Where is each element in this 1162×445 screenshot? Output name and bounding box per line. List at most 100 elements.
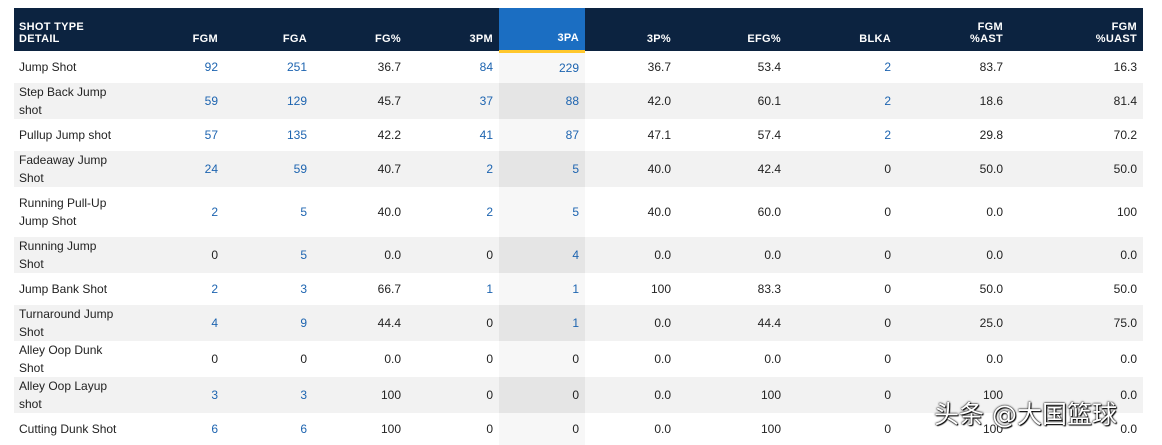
cell-3pm: 0 xyxy=(486,422,493,436)
cell-fg-pct: 45.7 xyxy=(313,83,407,119)
header-label: SHOT TYPE DETAIL xyxy=(19,21,85,45)
cell-3pm: 2 xyxy=(407,187,499,237)
cell-fg-pct: 40.0 xyxy=(377,205,401,219)
shot-type-stats-table-container: SHOT TYPE DETAIL FGM FGA FG% 3PM 3PA 3P% EFG% BL… xyxy=(14,8,1143,445)
cell-3pa-link[interactable]: 88 xyxy=(565,94,579,108)
header-3pa[interactable]: 3PA xyxy=(499,8,585,53)
cell-blka: 0 xyxy=(884,205,891,219)
cell-fgm: 2 xyxy=(132,187,224,237)
cell-3pm-link[interactable]: 84 xyxy=(479,60,493,74)
header-fga[interactable]: FGA xyxy=(224,8,313,51)
cell-3pa-link[interactable]: 4 xyxy=(572,248,579,262)
table-row: Cutting Dunk Shot 6 6 100 0 0 0.0 100 0 100 0.0 xyxy=(14,413,1143,445)
cell-fgm-link[interactable]: 3 xyxy=(211,388,218,402)
cell-shot-type: Jump Shot xyxy=(19,60,77,74)
cell-3pa-link[interactable]: 229 xyxy=(558,60,579,75)
cell-fga-link[interactable]: 3 xyxy=(300,388,307,402)
cell-fg-pct: 36.7 xyxy=(377,60,401,74)
cell-3p-pct: 0.0 xyxy=(585,305,677,341)
header-blka[interactable]: BLKA xyxy=(787,8,897,51)
cell-fgm-link[interactable]: 2 xyxy=(211,205,218,219)
cell-fga-link[interactable]: 251 xyxy=(286,60,307,74)
cell-blka: 0 xyxy=(787,237,897,273)
header-3pm[interactable]: 3PM xyxy=(407,8,499,51)
cell-3pa-link[interactable]: 5 xyxy=(572,205,579,219)
cell-fgm-pct-ast: 50.0 xyxy=(979,282,1003,296)
cell-fga: 129 xyxy=(224,83,313,119)
cell-shot-type: Alley Oop Layup shot xyxy=(14,377,132,413)
header-label: 3PM xyxy=(469,33,493,45)
cell-3pa: 5 xyxy=(499,187,585,237)
cell-fgm-link[interactable]: 59 xyxy=(204,94,218,108)
cell-blka: 0 xyxy=(884,282,891,296)
cell-fgm-pct-uast: 50.0 xyxy=(1009,151,1143,187)
table-row: Step Back Jump shot 59 129 45.7 37 88 42.0 60.1… xyxy=(14,83,1143,119)
cell-fga-link[interactable]: 6 xyxy=(300,422,307,436)
cell-blka-link[interactable]: 2 xyxy=(884,128,891,142)
header-label: FGM xyxy=(977,21,1003,33)
cell-fg-pct: 42.2 xyxy=(377,128,401,142)
header-efg-pct[interactable]: EFG% xyxy=(677,8,787,51)
cell-fgm-link[interactable]: 6 xyxy=(211,422,218,436)
cell-fgm-link[interactable]: 24 xyxy=(204,162,218,176)
cell-fgm-pct-uast: 0.0 xyxy=(1009,377,1143,413)
cell-efg-pct: 83.3 xyxy=(757,282,781,296)
cell-fgm: 59 xyxy=(132,83,224,119)
cell-fgm-pct-ast: 0.0 xyxy=(986,205,1003,219)
cell-3pa-link[interactable]: 87 xyxy=(565,128,579,142)
cell-3pa-link[interactable]: 1 xyxy=(572,282,579,296)
table-row: Jump Bank Shot 2 3 66.7 1 1 100 83.3 0 50.0 50.0 xyxy=(14,273,1143,305)
cell-blka-link[interactable]: 2 xyxy=(884,94,891,108)
cell-fg-pct: 0.0 xyxy=(384,352,401,366)
header-label: EFG% xyxy=(747,33,781,45)
cell-fga: 5 xyxy=(224,237,313,273)
cell-fga-link[interactable]: 9 xyxy=(300,316,307,330)
cell-fgm-pct-ast: 83.7 xyxy=(979,60,1003,74)
header-3p-pct[interactable]: 3P% xyxy=(585,8,677,51)
cell-3pm-link[interactable]: 2 xyxy=(486,162,493,176)
cell-fgm-pct-ast: 0.0 xyxy=(986,352,1003,366)
cell-3pa-link[interactable]: 1 xyxy=(572,316,579,330)
cell-fgm-pct-ast: 29.8 xyxy=(979,128,1003,142)
cell-fgm: 57 xyxy=(132,119,224,151)
cell-fgm-pct-uast: 75.0 xyxy=(1009,305,1143,341)
table-row: Alley Oop Layup shot 3 3 100 0 0 0.0 100 0 100 0.0 xyxy=(14,377,1143,413)
cell-3pm-link[interactable]: 1 xyxy=(486,282,493,296)
cell-fgm-link[interactable]: 92 xyxy=(204,60,218,74)
header-fg-pct[interactable]: FG% xyxy=(313,8,407,51)
cell-3pm-link[interactable]: 41 xyxy=(479,128,493,142)
table-row: Running Jump Shot 0 5 0.0 0 4 0.0 0.0 0 0.0 0.0 xyxy=(14,237,1143,273)
cell-3p-pct: 0.0 xyxy=(585,377,677,413)
cell-fga-link[interactable]: 5 xyxy=(300,205,307,219)
cell-fga-link[interactable]: 3 xyxy=(300,282,307,296)
header-fgm-pct-ast[interactable]: FGM %AST xyxy=(897,8,1009,51)
cell-blka-link[interactable]: 2 xyxy=(884,60,891,74)
cell-fgm-link[interactable]: 57 xyxy=(204,128,218,142)
cell-3pm: 1 xyxy=(407,273,499,305)
cell-fgm-pct-ast: 0.0 xyxy=(897,237,1009,273)
header-fgm-pct-uast[interactable]: FGM %UAST xyxy=(1009,8,1143,51)
watermark-text: 头条 @大国篮球 xyxy=(934,400,1117,429)
cell-shot-type: Running Jump Shot xyxy=(14,237,132,273)
cell-efg-pct: 44.4 xyxy=(677,305,787,341)
cell-shot-type: Jump Bank Shot xyxy=(19,282,108,296)
cell-efg-pct: 100 xyxy=(760,422,781,436)
cell-3pa-link[interactable]: 5 xyxy=(572,162,579,176)
cell-fgm: 92 xyxy=(132,51,224,83)
cell-3pm-link[interactable]: 37 xyxy=(479,94,493,108)
cell-fg-pct: 40.7 xyxy=(313,151,407,187)
cell-fga-link[interactable]: 129 xyxy=(286,94,307,108)
cell-fga-link[interactable]: 5 xyxy=(300,248,307,262)
cell-fgm-link[interactable]: 2 xyxy=(211,282,218,296)
cell-shot-type: Running Pull-Up Jump Shot xyxy=(19,196,107,228)
cell-fgm-pct-ast: 18.6 xyxy=(897,83,1009,119)
header-fgm[interactable]: FGM xyxy=(132,8,224,51)
cell-fgm-link[interactable]: 4 xyxy=(211,316,218,330)
header-shot-type-detail[interactable]: SHOT TYPE DETAIL xyxy=(14,8,132,51)
cell-3pm-link[interactable]: 2 xyxy=(486,205,493,219)
cell-fgm-pct-ast: 100 xyxy=(982,422,1003,436)
cell-fga-link[interactable]: 135 xyxy=(286,128,307,142)
cell-3pm: 2 xyxy=(407,151,499,187)
cell-3p-pct: 47.1 xyxy=(647,128,671,142)
cell-fga-link[interactable]: 59 xyxy=(293,162,307,176)
